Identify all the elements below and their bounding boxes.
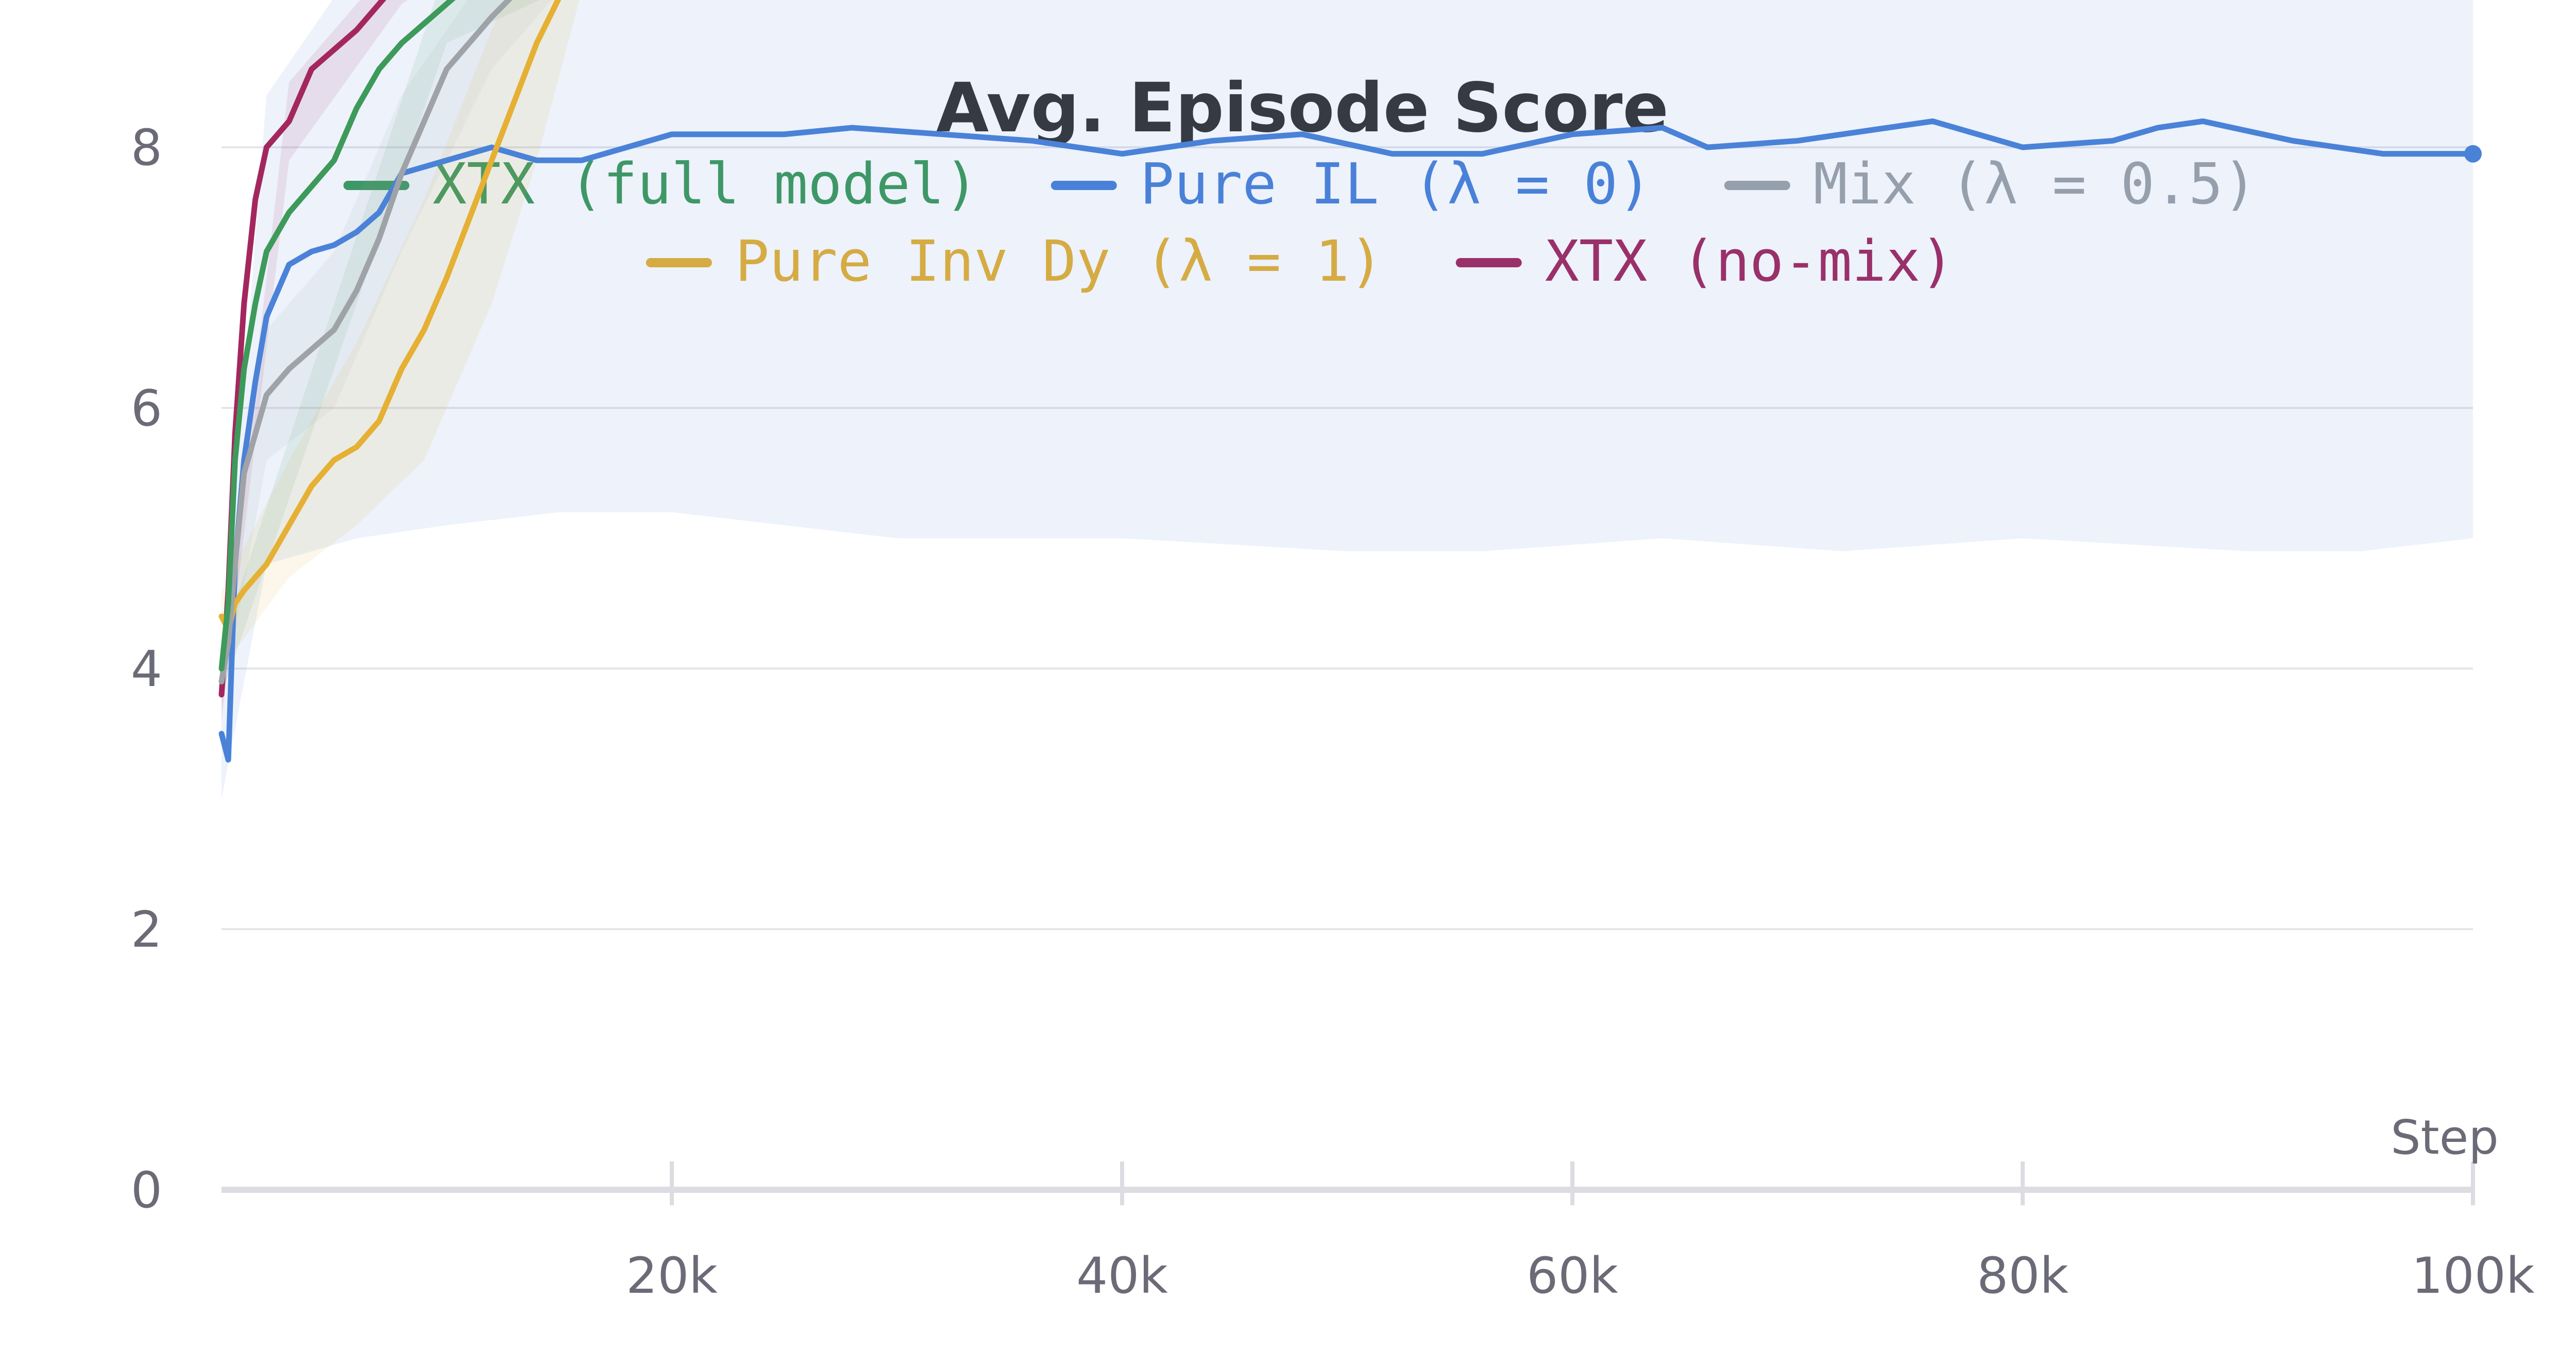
legend-label: Pure Inv Dy (λ = 1) [735,228,1383,294]
series-lines [218,0,2482,763]
series-line [218,0,456,672]
grid [222,146,2473,930]
series-line [218,0,513,685]
y-tick-label: 8 [131,119,162,177]
y-tick-label: 4 [131,640,162,698]
x-tick-label: 80k [1977,1247,2069,1305]
x-tick-label: 100k [2412,1247,2535,1305]
x-tick-label: 20k [626,1247,718,1305]
series-line [218,0,562,632]
legend-entry[interactable]: Pure IL (λ = 0) [1050,151,1652,217]
x-tick-label: 60k [1527,1247,1618,1305]
legend-label: XTX (no-mix) [1545,228,1955,294]
series-line [218,118,2476,763]
confidence-bands [222,0,2473,799]
axes: 02468101220k40k60k80k100k [131,119,2535,1305]
legend-entry[interactable]: XTX (no-mix) [1455,228,1955,294]
y-tick-label: 2 [131,901,162,959]
y-tick-label: 0 [131,1161,162,1219]
series-line [218,0,386,698]
legend-entry[interactable]: XTX (full model) [343,151,979,217]
confidence-band [222,0,552,708]
legend-entry[interactable]: Pure Inv Dy (λ = 1) [646,228,1383,294]
legend-label: Pure IL (λ = 0) [1140,151,1652,217]
y-tick-label: 6 [131,380,162,437]
x-axis-title: Step [2391,1110,2498,1165]
legend-label: XTX (full model) [433,151,979,217]
legend-entry[interactable]: Mix (λ = 0.5) [1724,151,2257,217]
legend: XTX (full model) Pure IL (λ = 0) Mix (λ = … [343,151,2257,294]
series-end-marker [2464,145,2482,163]
x-tick-label: 40k [1076,1247,1168,1305]
legend-label: Mix (λ = 0.5) [1814,151,2257,217]
confidence-band [222,0,2473,799]
